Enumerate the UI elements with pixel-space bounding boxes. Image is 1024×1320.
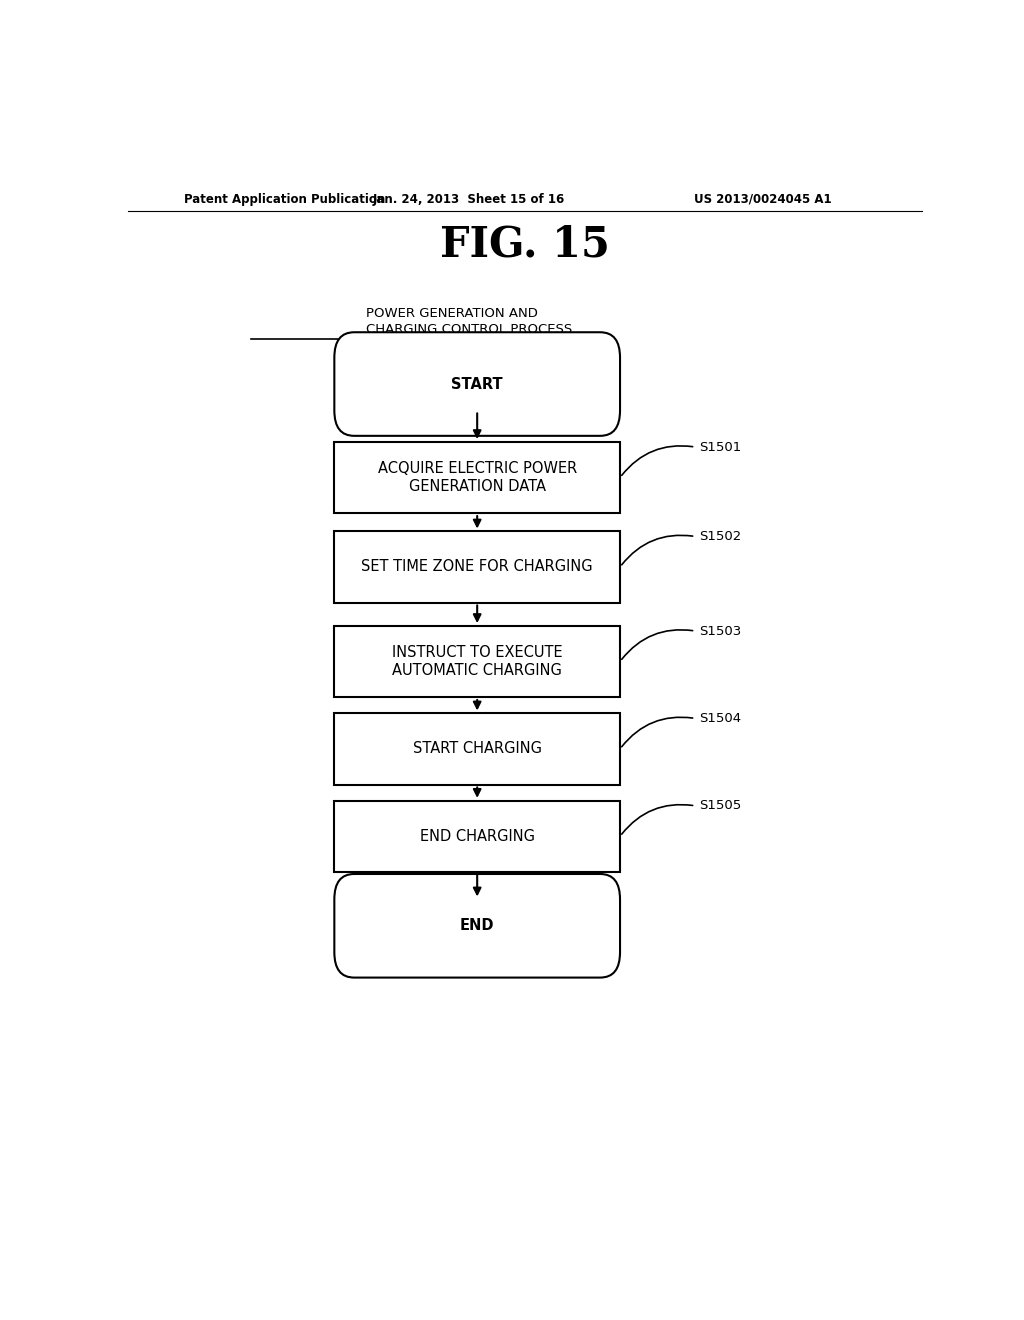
Text: US 2013/0024045 A1: US 2013/0024045 A1	[694, 193, 831, 206]
Text: START CHARGING: START CHARGING	[413, 742, 542, 756]
Text: POWER GENERATION AND: POWER GENERATION AND	[367, 308, 538, 321]
Text: Patent Application Publication: Patent Application Publication	[183, 193, 385, 206]
FancyArrowPatch shape	[622, 805, 692, 834]
Text: END: END	[460, 919, 495, 933]
Text: START: START	[452, 376, 503, 392]
FancyArrowPatch shape	[622, 446, 692, 475]
Text: SET TIME ZONE FOR CHARGING: SET TIME ZONE FOR CHARGING	[361, 560, 593, 574]
Bar	[334, 532, 620, 602]
Text: CHARGING CONTROL PROCESS: CHARGING CONTROL PROCESS	[367, 322, 572, 335]
FancyBboxPatch shape	[334, 333, 620, 436]
Bar	[334, 442, 620, 513]
Text: FIG. 15: FIG. 15	[440, 224, 609, 265]
Text: S1503: S1503	[699, 624, 741, 638]
Text: END CHARGING: END CHARGING	[420, 829, 535, 843]
Text: S1501: S1501	[699, 441, 741, 454]
Text: S1505: S1505	[699, 800, 741, 812]
Bar	[334, 713, 620, 784]
Text: S1502: S1502	[699, 531, 741, 543]
FancyArrowPatch shape	[622, 717, 692, 747]
FancyArrowPatch shape	[622, 630, 692, 659]
FancyBboxPatch shape	[334, 874, 620, 978]
Text: Jan. 24, 2013  Sheet 15 of 16: Jan. 24, 2013 Sheet 15 of 16	[373, 193, 565, 206]
Text: INSTRUCT TO EXECUTE
AUTOMATIC CHARGING: INSTRUCT TO EXECUTE AUTOMATIC CHARGING	[392, 645, 562, 677]
Bar	[334, 626, 620, 697]
FancyArrowPatch shape	[622, 536, 692, 565]
Text: S1504: S1504	[699, 711, 741, 725]
Bar	[334, 801, 620, 873]
Text: ACQUIRE ELECTRIC POWER
GENERATION DATA: ACQUIRE ELECTRIC POWER GENERATION DATA	[378, 462, 577, 494]
